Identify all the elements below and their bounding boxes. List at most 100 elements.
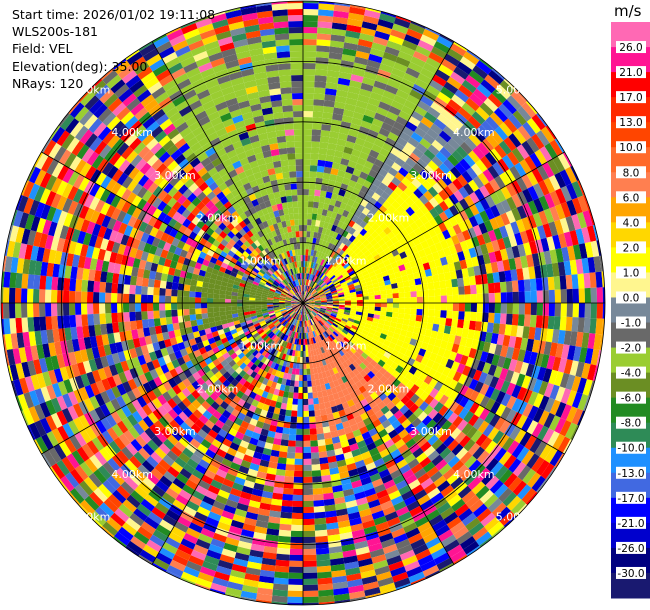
- ray-gate: [383, 259, 391, 267]
- ray-gate: [346, 267, 354, 274]
- ray-gate: [334, 398, 342, 406]
- ray-gate: [321, 124, 332, 132]
- ray-gate: [372, 559, 389, 570]
- ray-gate: [335, 508, 348, 517]
- ray-gate: [354, 137, 366, 147]
- ray-gate: [318, 291, 325, 295]
- ray-gate: [269, 455, 279, 463]
- ray-gate: [391, 176, 402, 187]
- ray-gate: [381, 433, 392, 444]
- ray-gate: [514, 232, 524, 246]
- ray-gate: [303, 291, 306, 298]
- ray-gate: [327, 328, 333, 335]
- ray-gate: [206, 298, 214, 303]
- ray-gate: [300, 339, 303, 345]
- ray-gate: [508, 335, 517, 348]
- ray-gate: [532, 212, 543, 227]
- ray-gate: [159, 303, 166, 311]
- ray-gate: [338, 71, 352, 80]
- ray-gate: [306, 314, 310, 321]
- ray-gate: [538, 210, 549, 226]
- ray-gate: [310, 374, 316, 381]
- ray-gate: [422, 461, 436, 473]
- ray-gate: [308, 303, 315, 305]
- ray-gate: [320, 414, 328, 422]
- ray-gate: [420, 356, 430, 366]
- ray-gate: [307, 332, 311, 339]
- ray-gate: [261, 490, 273, 499]
- ray-gate: [329, 467, 340, 475]
- ray-gate: [338, 294, 345, 298]
- ray-gate: [320, 298, 327, 301]
- ray-gate: [430, 171, 442, 183]
- ray-gate: [364, 323, 372, 329]
- ray-gate: [395, 115, 408, 127]
- ray-gate: [369, 123, 382, 134]
- ray-gate: [459, 396, 470, 408]
- ray-gate: [506, 303, 513, 314]
- ray-gate: [504, 324, 512, 336]
- ray-gate: [560, 201, 572, 218]
- ray-gate: [308, 195, 315, 202]
- ray-gate: [517, 244, 526, 257]
- ray-gate: [331, 374, 338, 382]
- ray-gate: [408, 571, 425, 584]
- ray-gate: [332, 309, 339, 313]
- ray-gate: [322, 253, 328, 261]
- ray-gate: [308, 299, 315, 302]
- ray-gate: [317, 312, 324, 318]
- ray-gate: [317, 21, 333, 29]
- ray-gate: [500, 186, 512, 200]
- ray-gate: [450, 43, 467, 57]
- ray-gate: [195, 286, 203, 293]
- ray-gate: [463, 218, 473, 230]
- ray-gate: [331, 479, 342, 487]
- ray-gate: [373, 158, 384, 168]
- ray-gate: [303, 512, 315, 519]
- ray-gate: [299, 356, 303, 363]
- ray-gate: [516, 386, 528, 401]
- ray-gate: [224, 298, 232, 303]
- ray-gate: [493, 107, 509, 123]
- ray-gate: [570, 425, 579, 441]
- ray-gate: [368, 299, 375, 303]
- ray-gate: [329, 217, 336, 225]
- ray-gate: [340, 331, 347, 337]
- ray-gate: [374, 565, 391, 576]
- ray-gate: [539, 444, 553, 460]
- ray-gate: [499, 281, 507, 293]
- ray-gate: [21, 303, 28, 318]
- ray-gate: [303, 15, 319, 22]
- ray-gate: [521, 450, 535, 466]
- ray-gate: [306, 279, 310, 286]
- ray-gate: [305, 356, 310, 363]
- ray-gate: [459, 536, 476, 550]
- ray-gate: [349, 154, 359, 163]
- ray-gate: [246, 561, 262, 570]
- ray-gate: [388, 560, 405, 572]
- ray-gate: [306, 293, 311, 299]
- ray-gate: [499, 313, 507, 325]
- ray-gate: [326, 528, 340, 536]
- ray-gate: [321, 317, 328, 322]
- ray-gate: [384, 137, 396, 148]
- ray-gate: [189, 297, 196, 303]
- ray-gate: [189, 314, 197, 321]
- ray-gate: [347, 511, 361, 521]
- ray-gate: [311, 275, 316, 282]
- ray-gate: [307, 314, 311, 320]
- ray-gate: [365, 592, 382, 599]
- ray-gate: [329, 285, 336, 290]
- ray-gate: [327, 349, 333, 357]
- ray-gate: [334, 254, 341, 261]
- ray-gate: [93, 292, 100, 303]
- ray-gate: [81, 314, 89, 327]
- ray-gate: [428, 296, 435, 303]
- ray-gate: [451, 361, 460, 372]
- ray-gate: [497, 355, 506, 368]
- ray-gate: [316, 214, 322, 221]
- ray-gate: [414, 208, 425, 219]
- ray-gate: [351, 148, 362, 158]
- ray-gate: [63, 277, 71, 291]
- ray-gate: [522, 389, 533, 404]
